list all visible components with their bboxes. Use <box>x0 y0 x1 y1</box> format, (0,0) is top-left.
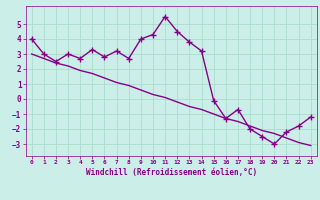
X-axis label: Windchill (Refroidissement éolien,°C): Windchill (Refroidissement éolien,°C) <box>86 168 257 177</box>
